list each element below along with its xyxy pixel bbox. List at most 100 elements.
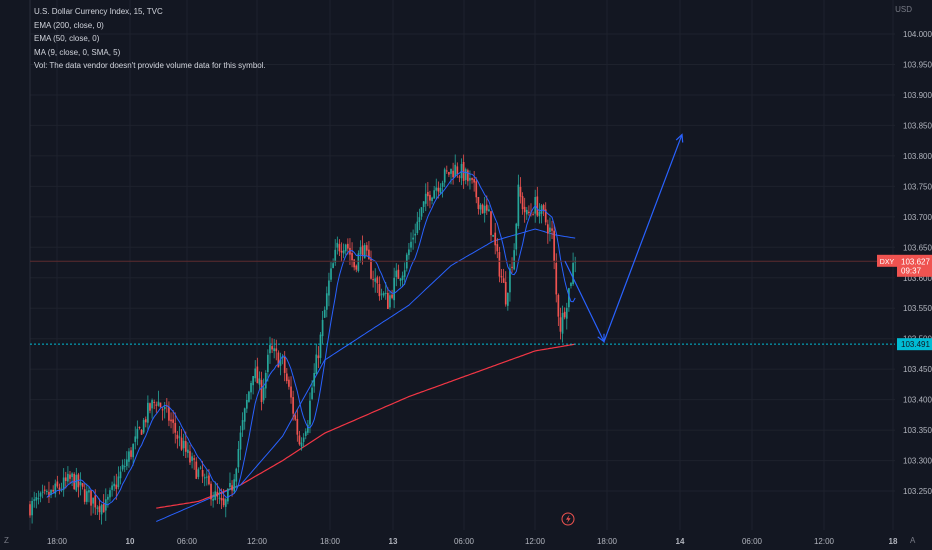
candle-body <box>212 498 214 501</box>
last-price-badge-bg <box>897 254 932 277</box>
time-tick-label: 18:00 <box>320 537 341 546</box>
candle-body <box>90 490 92 506</box>
projection-layer <box>564 133 684 344</box>
candle-body <box>147 402 149 423</box>
candle-body <box>401 275 404 280</box>
candle-body <box>62 477 65 490</box>
lightning-icon[interactable] <box>561 512 575 526</box>
candle-body <box>422 201 425 207</box>
time-tick-label: 12:00 <box>525 537 546 546</box>
timezone-corner-label[interactable]: Z <box>4 536 9 545</box>
candle-body <box>397 269 400 279</box>
legend-ema50[interactable]: EMA (50, close, 0) <box>34 34 100 43</box>
candle-body <box>220 498 223 501</box>
candle-body <box>496 244 499 252</box>
candle-body <box>323 309 326 318</box>
candle-body <box>336 242 339 248</box>
candle-body <box>134 436 137 442</box>
candle-body <box>435 187 438 191</box>
candle-body <box>262 387 265 401</box>
price-tick-label: 103.550 <box>903 304 932 313</box>
candle-body <box>151 400 153 409</box>
candle-body <box>456 166 459 175</box>
candle-body <box>437 187 440 192</box>
candle-body <box>56 481 59 487</box>
candle-body <box>189 451 191 463</box>
candle-body <box>504 281 507 305</box>
candle-body <box>229 482 231 488</box>
candle-body <box>149 403 151 411</box>
candle-body <box>380 293 383 295</box>
candle-body <box>269 345 271 354</box>
candle-body <box>121 464 124 470</box>
candle-body <box>328 280 330 296</box>
ema50-layer <box>156 228 576 522</box>
candle-body <box>98 506 101 513</box>
candle-body <box>233 479 236 492</box>
candle-body <box>570 283 572 286</box>
candle-body <box>483 205 486 214</box>
candle-body <box>258 378 261 385</box>
time-tick-label: 06:00 <box>177 537 198 546</box>
price-tick-label: 103.250 <box>903 487 932 496</box>
candle-body <box>29 504 31 516</box>
candle-body <box>359 247 362 255</box>
price-tick-label: 103.600 <box>903 274 932 283</box>
candle-body <box>115 484 118 489</box>
candle-body <box>203 477 206 479</box>
candle-body <box>39 492 42 497</box>
candle-body <box>172 419 174 423</box>
support-badge-bg <box>897 338 932 351</box>
candle-body <box>210 483 212 500</box>
candle-body <box>561 312 564 334</box>
legend-ema200[interactable]: EMA (200, close, 0) <box>34 20 104 30</box>
candle-body <box>227 488 229 502</box>
candle-body <box>58 487 61 490</box>
candle-body <box>494 232 497 246</box>
candle-body <box>502 278 505 283</box>
candle-body <box>469 177 471 181</box>
candle-body <box>412 237 414 240</box>
price-tick-label: 103.650 <box>903 243 932 252</box>
candle-body <box>384 292 387 294</box>
candle-body <box>279 359 282 366</box>
candle-body <box>376 277 379 284</box>
candle-body <box>370 258 372 279</box>
time-axis[interactable]: 18:00 10 06:00 12:00 18:00 13 06:00 12:00 18:00 1… <box>47 537 898 546</box>
candle-body <box>174 422 177 433</box>
candle-body <box>347 243 349 249</box>
price-tick-label: 103.800 <box>903 152 932 161</box>
candle-body <box>420 207 423 217</box>
grid <box>29 0 895 530</box>
candle-body <box>466 170 469 182</box>
candle-body <box>245 400 248 409</box>
candle-body <box>330 268 332 280</box>
candle-body <box>100 504 103 515</box>
legend-title[interactable]: U.S. Dollar Currency Index, 15, TVC <box>34 7 163 16</box>
candle-body <box>519 186 522 197</box>
candle-body <box>142 420 145 433</box>
candle-body <box>132 443 134 458</box>
time-tick-label: 06:00 <box>742 537 763 546</box>
legend-ma9[interactable]: MA (9, close, 0, SMA, 5) <box>34 47 121 57</box>
candle-body <box>513 250 515 270</box>
candle-body <box>479 204 482 210</box>
candle-body <box>454 164 457 177</box>
candle-body <box>477 197 480 209</box>
candle-body <box>277 352 280 368</box>
candle-body <box>182 440 185 449</box>
candle-body <box>532 214 534 216</box>
candle-body <box>193 458 196 460</box>
candle-body <box>81 483 84 487</box>
candle-body <box>506 292 509 306</box>
auto-scale-corner-label[interactable]: A <box>910 536 916 545</box>
candles-layer <box>29 154 577 525</box>
candle-body <box>431 197 433 202</box>
candle-body <box>342 250 345 254</box>
candle-body <box>418 217 421 222</box>
candle-body <box>307 424 309 433</box>
candle-body <box>382 293 385 296</box>
candle-body <box>363 245 366 259</box>
